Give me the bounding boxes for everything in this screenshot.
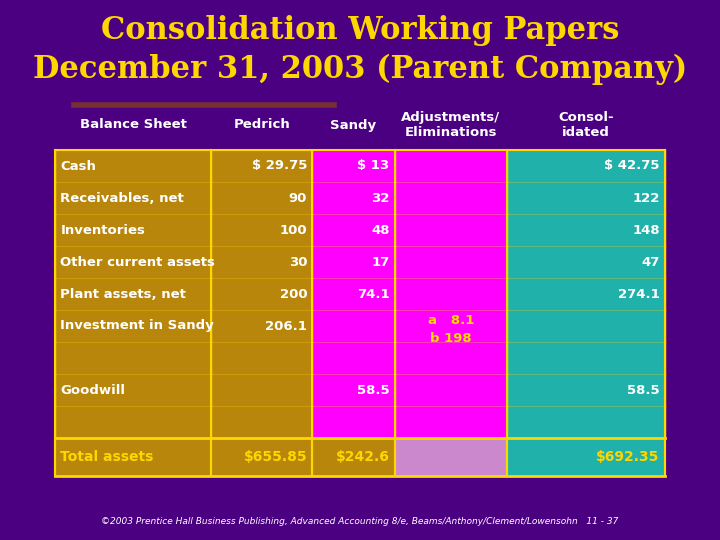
Text: $242.6: $242.6 xyxy=(336,450,390,464)
Text: Pedrich: Pedrich xyxy=(233,118,290,132)
Bar xyxy=(55,310,211,342)
Bar xyxy=(508,214,665,246)
Text: Consolidation Working Papers
December 31, 2003 (Parent Company): Consolidation Working Papers December 31… xyxy=(33,15,687,85)
Text: Adjustments/
Eliminations: Adjustments/ Eliminations xyxy=(402,111,500,139)
Text: $ 29.75: $ 29.75 xyxy=(252,159,307,172)
Bar xyxy=(211,374,312,406)
Bar xyxy=(55,406,211,438)
Bar xyxy=(312,246,395,278)
Bar xyxy=(211,342,312,374)
Bar xyxy=(211,214,312,246)
Text: 274.1: 274.1 xyxy=(618,287,660,300)
Text: 90: 90 xyxy=(289,192,307,205)
Bar xyxy=(395,374,508,406)
Bar xyxy=(55,246,211,278)
Bar xyxy=(312,342,395,374)
Bar xyxy=(312,406,395,438)
Bar xyxy=(211,438,312,476)
Bar xyxy=(508,438,665,476)
Bar xyxy=(508,150,665,182)
Bar xyxy=(395,246,508,278)
Text: ©2003 Prentice Hall Business Publishing, Advanced Accounting 8/e, Beams/Anthony/: ©2003 Prentice Hall Business Publishing,… xyxy=(102,517,618,526)
Bar xyxy=(395,150,508,182)
Bar xyxy=(55,182,211,214)
Bar xyxy=(395,438,508,476)
Bar xyxy=(508,278,665,310)
Bar xyxy=(312,438,395,476)
Text: Consol-
idated: Consol- idated xyxy=(558,111,614,139)
Bar xyxy=(211,310,312,342)
Text: 200: 200 xyxy=(279,287,307,300)
Bar xyxy=(312,374,395,406)
Bar xyxy=(55,342,211,374)
Text: a   8.1
b 198: a 8.1 b 198 xyxy=(428,314,474,346)
Text: 47: 47 xyxy=(642,255,660,268)
Bar xyxy=(312,310,395,342)
Bar xyxy=(211,182,312,214)
Text: 58.5: 58.5 xyxy=(357,383,390,396)
Text: $ 13: $ 13 xyxy=(357,159,390,172)
Bar xyxy=(508,374,665,406)
Text: Goodwill: Goodwill xyxy=(60,383,125,396)
Text: 30: 30 xyxy=(289,255,307,268)
Bar xyxy=(312,150,395,182)
Bar xyxy=(395,182,508,214)
Bar xyxy=(211,406,312,438)
Bar xyxy=(395,310,508,342)
Text: Investment in Sandy: Investment in Sandy xyxy=(60,320,214,333)
Text: 58.5: 58.5 xyxy=(627,383,660,396)
Text: Other current assets: Other current assets xyxy=(60,255,215,268)
Text: Inventories: Inventories xyxy=(60,224,145,237)
Text: 17: 17 xyxy=(372,255,390,268)
Bar xyxy=(508,406,665,438)
Text: 74.1: 74.1 xyxy=(357,287,390,300)
Bar xyxy=(395,342,508,374)
Bar xyxy=(55,214,211,246)
Text: $655.85: $655.85 xyxy=(243,450,307,464)
Text: Receivables, net: Receivables, net xyxy=(60,192,184,205)
Bar xyxy=(211,278,312,310)
Bar xyxy=(508,182,665,214)
Bar xyxy=(312,182,395,214)
Bar xyxy=(312,278,395,310)
Text: $ 42.75: $ 42.75 xyxy=(604,159,660,172)
Text: 206.1: 206.1 xyxy=(265,320,307,333)
Text: Total assets: Total assets xyxy=(60,450,153,464)
Bar xyxy=(508,246,665,278)
Bar xyxy=(508,310,665,342)
Bar xyxy=(508,342,665,374)
Bar xyxy=(395,214,508,246)
Bar xyxy=(211,150,312,182)
Text: 32: 32 xyxy=(371,192,390,205)
Text: 100: 100 xyxy=(279,224,307,237)
Bar xyxy=(55,150,211,182)
Bar xyxy=(211,246,312,278)
Bar xyxy=(395,278,508,310)
Text: 148: 148 xyxy=(632,224,660,237)
Text: Cash: Cash xyxy=(60,159,96,172)
Text: Balance Sheet: Balance Sheet xyxy=(80,118,186,132)
Bar xyxy=(395,406,508,438)
Text: Plant assets, net: Plant assets, net xyxy=(60,287,186,300)
Text: $692.35: $692.35 xyxy=(596,450,660,464)
Text: 48: 48 xyxy=(371,224,390,237)
Bar xyxy=(55,438,211,476)
Bar xyxy=(312,214,395,246)
Text: 122: 122 xyxy=(632,192,660,205)
Bar xyxy=(55,374,211,406)
Bar xyxy=(55,278,211,310)
Text: Sandy: Sandy xyxy=(330,118,377,132)
